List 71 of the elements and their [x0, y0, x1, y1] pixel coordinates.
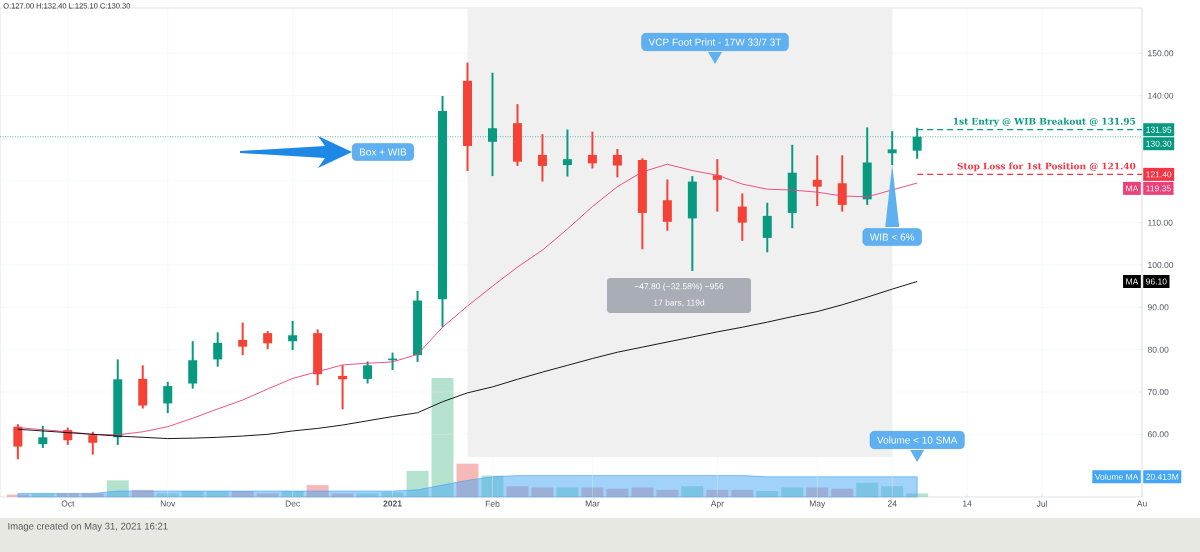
y-tick-label: 90.00 — [1147, 304, 1169, 311]
y-tick-label: 100.00 — [1148, 261, 1174, 268]
candlestick — [38, 424, 48, 449]
bar — [306, 485, 329, 497]
x-tick-label: Au — [1136, 500, 1147, 507]
legend-label: MA — [1126, 278, 1139, 285]
bar — [556, 487, 579, 497]
x-tick-label: Apr — [710, 500, 724, 509]
bar — [106, 480, 129, 497]
candlestick — [238, 321, 248, 357]
x-tick-label: Oct — [61, 500, 75, 507]
y-tick-label: 70.00 — [1147, 389, 1169, 396]
candlestick — [288, 319, 298, 352]
x-tick-label: 24 — [887, 500, 897, 507]
annotation: Box + WIB — [360, 148, 407, 156]
annotation: 131.95 — [1146, 126, 1172, 133]
annotation: 121.40 — [1146, 171, 1172, 178]
x-tick-label: Jul — [1036, 500, 1047, 507]
candlestick — [737, 192, 747, 242]
x-tick-label: Dec — [285, 500, 300, 507]
candlestick — [213, 331, 223, 368]
y-tick-label: 140.00 — [1148, 92, 1174, 99]
candlestick — [837, 154, 847, 213]
candlestick — [612, 147, 622, 179]
x-tick-label: Mar — [585, 500, 600, 507]
y-tick-label: 150.00 — [1148, 50, 1174, 57]
bar — [581, 487, 604, 497]
annotation: VCP Foot Print - 17W 33/7 3T — [648, 38, 782, 46]
bar — [631, 487, 654, 497]
legend-label: Volume MA — [1094, 473, 1139, 480]
ref-line-label: 130.30 — [1146, 140, 1172, 147]
candlestick — [587, 130, 597, 170]
candlestick — [662, 178, 672, 232]
annotation: 17 bars, 119d — [653, 299, 705, 307]
text: Image created on May 31, 2021 16:21 — [8, 522, 168, 532]
text: 20.413M — [1146, 473, 1179, 480]
bar — [531, 487, 554, 497]
bar — [456, 463, 479, 497]
text: 96.10 — [1146, 278, 1167, 285]
annotation: −47.80 (−32.58%) −956 — [634, 283, 724, 291]
text: 119.35 — [1146, 185, 1171, 192]
candlestick — [163, 380, 173, 415]
candlestick — [188, 340, 198, 390]
candlestick — [338, 364, 348, 411]
bar — [806, 487, 829, 497]
candlestick — [88, 430, 98, 456]
bar — [431, 378, 454, 497]
candlestick — [537, 133, 547, 183]
bar — [856, 482, 879, 497]
candlestick — [363, 360, 373, 385]
bar — [781, 487, 804, 497]
candlestick — [13, 423, 23, 461]
candlestick — [762, 201, 772, 254]
annotation: Volume < 10 SMA — [877, 436, 958, 444]
y-tick-label: 80.00 — [1147, 346, 1169, 353]
x-tick-label: 14 — [963, 500, 972, 507]
candlestick — [812, 154, 822, 208]
candlestick — [263, 330, 273, 351]
y-tick-label: 110.00 — [1148, 219, 1173, 226]
bar — [506, 486, 529, 497]
ref-line-label: 1st Entry @ WIB Breakout @ 131.95 — [953, 117, 1136, 127]
annotation: WIB < 6% — [869, 233, 915, 241]
ref-line-label: Stop Loss for 1st Position @ 121.40 — [957, 162, 1136, 172]
x-tick-label: May — [809, 500, 826, 509]
x-tick-label: Nov — [160, 500, 176, 507]
bar — [406, 470, 429, 497]
x-tick-label: Feb — [485, 500, 500, 507]
legend-label: MA — [1126, 185, 1139, 192]
x-tick-label: 2021 — [383, 500, 402, 507]
bar — [681, 486, 704, 497]
y-tick-label: 60.00 — [1147, 431, 1169, 438]
